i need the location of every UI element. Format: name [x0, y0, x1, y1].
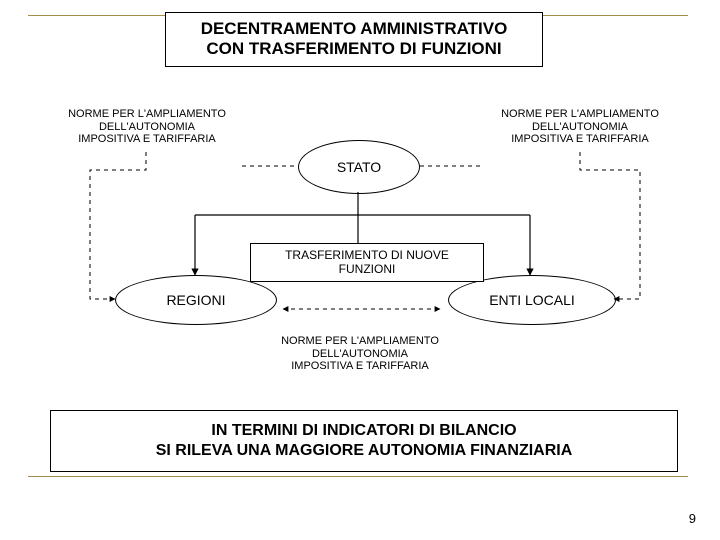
slide: DECENTRAMENTO AMMINISTRATIVOCON TRASFERI…	[0, 0, 720, 540]
page-number: 9	[689, 511, 696, 526]
node-regioni: REGIONI	[115, 275, 277, 325]
node-stato: STATO	[298, 140, 420, 194]
label-top-right: NORME PER L'AMPLIAMENTODELL'AUTONOMIAIMP…	[480, 108, 680, 146]
label-bottom-center: NORME PER L'AMPLIAMENTODELL'AUTONOMIAIMP…	[260, 335, 460, 373]
transfer-box: TRASFERIMENTO DI NUOVEFUNZIONI	[250, 243, 484, 282]
title-box: DECENTRAMENTO AMMINISTRATIVOCON TRASFERI…	[165, 12, 543, 67]
conclusion-box: IN TERMINI DI INDICATORI DI BILANCIOSI R…	[50, 410, 678, 472]
label-top-left: NORME PER L'AMPLIAMENTODELL'AUTONOMIAIMP…	[52, 108, 242, 146]
node-enti-locali: ENTI LOCALI	[448, 275, 616, 325]
bottom-rule	[28, 476, 688, 477]
